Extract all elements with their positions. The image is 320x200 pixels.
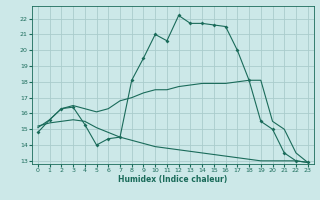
X-axis label: Humidex (Indice chaleur): Humidex (Indice chaleur) [118,175,228,184]
